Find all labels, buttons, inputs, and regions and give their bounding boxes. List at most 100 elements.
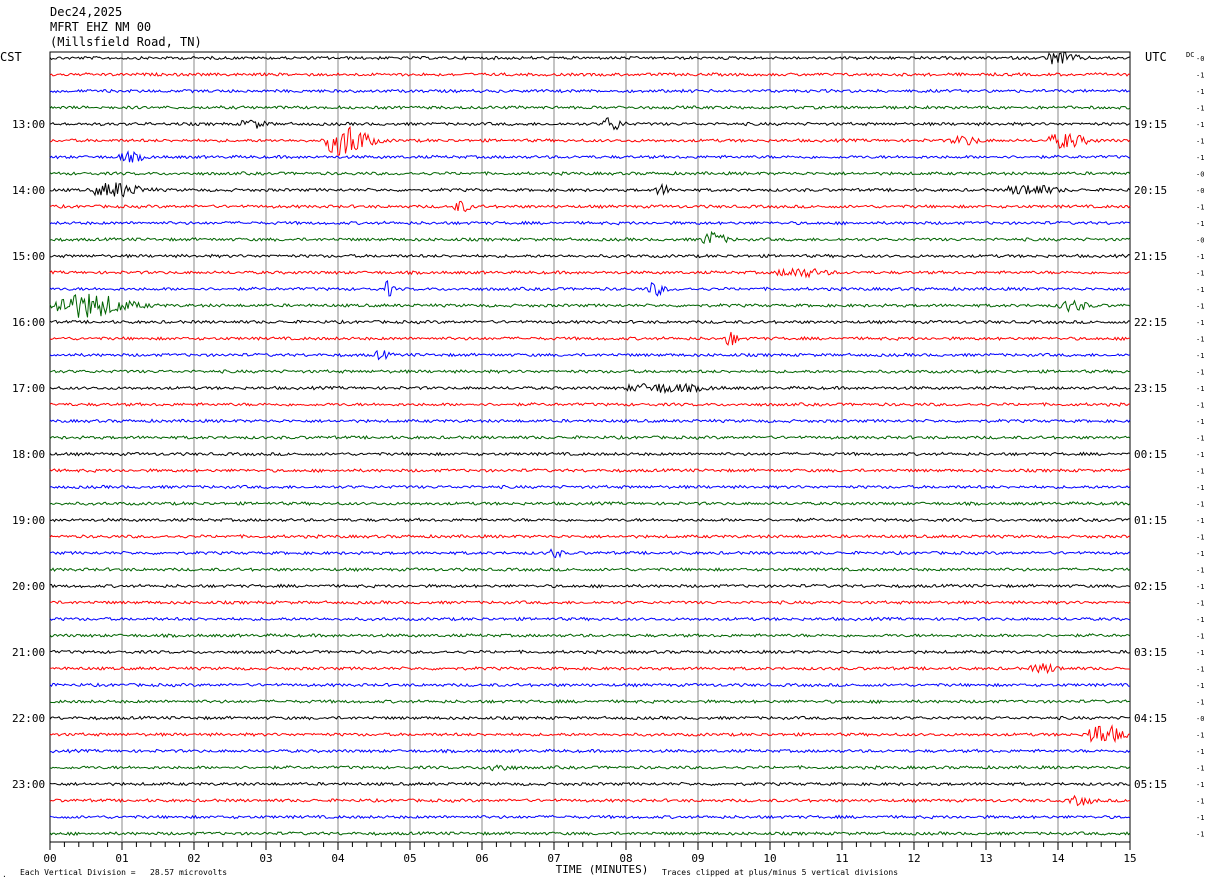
dc-offset-label: -1 [1196,583,1204,591]
left-hour-label: 20:00 [12,580,45,593]
trace-line [49,51,1131,65]
trace-line [49,467,1131,473]
header-location: (Millsfield Road, TN) [50,35,202,49]
x-tick-label: 01 [115,852,128,865]
header-date: Dec24,2025 [50,5,122,19]
right-hour-label: 02:15 [1134,580,1167,593]
left-hour-label: 15:00 [12,250,45,263]
dc-offset-label: -0 [1196,715,1204,723]
trace-line [49,349,1131,361]
right-hour-label: 04:15 [1134,712,1167,725]
dc-offset-label: -1 [1196,765,1204,773]
trace-line [49,548,1131,559]
dc-offset-label: -0 [1196,187,1204,195]
x-tick-label: 15 [1123,852,1136,865]
dc-offset-label: -1 [1196,633,1204,641]
trace-line [49,632,1131,639]
trace-line [49,150,1131,163]
trace-line [49,533,1131,539]
dc-offset-label: -1 [1196,352,1204,360]
plot-frame [49,51,1131,843]
trace-line [49,616,1131,622]
dc-offset-label: -1 [1196,154,1204,162]
x-tick-label: 13 [979,852,992,865]
right-hour-label: 19:15 [1134,118,1167,131]
trace-line [49,267,1131,279]
dc-offset-label: -1 [1196,121,1204,129]
x-tick-label: 06 [475,852,488,865]
trace-line [49,567,1131,573]
trace-line [49,125,1131,156]
trace-line [49,764,1131,772]
trace-line [49,117,1131,131]
dc-offset-label: -1 [1196,72,1204,80]
dc-offset-label: -1 [1196,402,1204,410]
trace-line [49,71,1131,77]
x-tick-label: 14 [1051,852,1065,865]
dc-offset-label: -1 [1196,303,1204,311]
trace-line [49,418,1131,424]
corner-mark: . [2,870,7,879]
header-station: MFRT EHZ NM 00 [50,20,151,34]
trace-line [49,698,1131,704]
left-zone-label: CST [0,50,22,64]
dc-offset-label: -0 [1196,237,1204,245]
dc-offset-label: -1 [1196,220,1204,228]
dc-offset-label: -1 [1196,517,1204,525]
trace-line [49,319,1131,325]
x-tick-label: 07 [547,852,560,865]
left-hour-label: 17:00 [12,382,45,395]
trace-line [49,182,1131,198]
dc-offset-label: -1 [1196,814,1204,822]
dc-offset-label: -1 [1196,385,1204,393]
x-tick-label: 09 [691,852,704,865]
trace-line [49,88,1131,94]
trace-line [49,484,1131,490]
left-hour-label: 18:00 [12,448,45,461]
trace-line [49,724,1131,744]
dc-offset-label: -1 [1196,682,1204,690]
x-tick-label: 03 [259,852,272,865]
right-hour-label: 22:15 [1134,316,1167,329]
right-hour-labels: 19:15 20:15 21:15 22:15 23:15 00:15 01:15 02:15… [1134,118,1167,791]
dc-offset-label: -1 [1196,534,1204,542]
dc-offset-label: -1 [1196,336,1204,344]
trace-line [49,331,1130,346]
left-hour-label: 22:00 [12,712,45,725]
vertical-division-note: Each Vertical Division = 28.57 microvolt… [20,868,227,877]
right-hour-label: 23:15 [1134,382,1167,395]
dc-offset-label: -1 [1196,484,1204,492]
dc-offset-label: -1 [1196,253,1204,261]
trace-line [49,382,1131,395]
trace-line [49,500,1131,507]
dc-offset-label: -1 [1196,369,1204,377]
trace-line [49,649,1131,655]
x-tick-label: 02 [187,852,200,865]
left-hour-label: 14:00 [12,184,45,197]
right-hour-label: 05:15 [1134,778,1167,791]
left-hour-label: 13:00 [12,118,45,131]
trace-line [49,253,1131,259]
dc-offset-label: -1 [1196,468,1204,476]
left-hour-label: 19:00 [12,514,45,527]
dc-offset-label: -1 [1196,616,1204,624]
right-hour-label: 03:15 [1134,646,1167,659]
dc-offset-label: -1 [1196,781,1204,789]
trace-line [49,230,1131,245]
trace-line [49,682,1131,688]
x-tick-label: 12 [907,852,920,865]
trace-line [49,200,1131,213]
x-tick-label: 08 [619,852,632,865]
dc-offset-label: -1 [1196,138,1204,146]
dc-offset-label: -1 [1196,451,1204,459]
left-hour-labels: 13:00 14:00 15:00 16:00 17:00 18:00 19:00 20:00… [12,118,45,791]
dc-offset-label: -1 [1196,649,1204,657]
x-tick-label: 00 [43,852,56,865]
trace-line [49,401,1131,407]
right-hour-label: 20:15 [1134,184,1167,197]
trace-line [49,451,1131,457]
dc-offset-label: -1 [1196,699,1204,707]
trace-line [49,748,1131,754]
dc-offset-label: -0 [1196,55,1204,63]
